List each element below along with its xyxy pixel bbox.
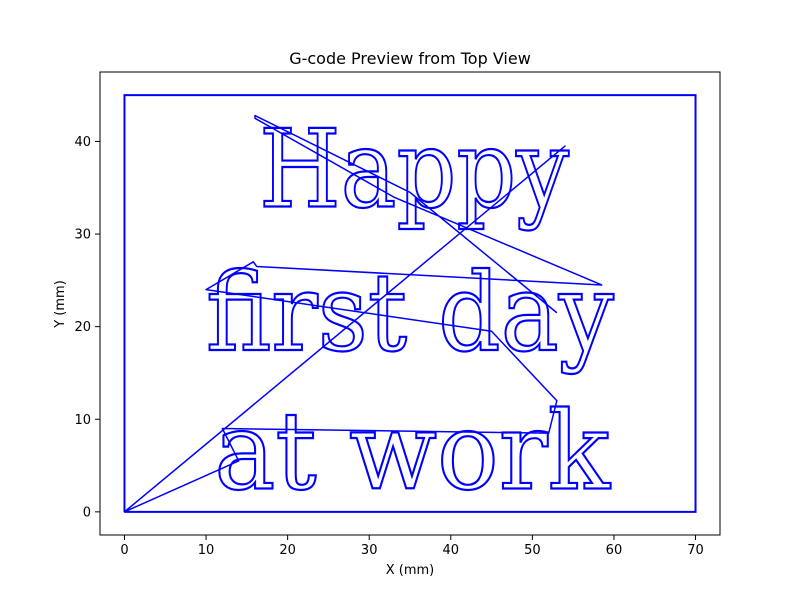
x-axis-label: X (mm) bbox=[386, 563, 435, 578]
x-tick-label: 0 bbox=[120, 543, 128, 558]
chart-title: G-code Preview from Top View bbox=[289, 49, 531, 68]
y-tick-label: 20 bbox=[74, 320, 91, 335]
x-tick-label: 20 bbox=[279, 543, 296, 558]
x-tick-label: 60 bbox=[606, 543, 623, 558]
engraved-text-line-3: at work bbox=[214, 390, 611, 515]
border-path bbox=[123, 94, 697, 513]
y-tick-label: 10 bbox=[74, 413, 91, 428]
engraved-text-line-2: first day bbox=[206, 251, 614, 376]
y-axis-label: Y (mm) bbox=[53, 280, 68, 329]
plot-area: Happy first day at work bbox=[123, 94, 697, 516]
x-tick-label: 30 bbox=[361, 543, 378, 558]
x-tick-label: 70 bbox=[687, 543, 704, 558]
y-tick-label: 0 bbox=[83, 505, 91, 520]
travel-path bbox=[123, 114, 603, 513]
y-tick-label: 30 bbox=[74, 228, 91, 243]
axes-frame bbox=[99, 71, 721, 536]
y-axis-ticks: 0 10 20 30 40 bbox=[74, 135, 100, 520]
engraved-text-line-1: Happy bbox=[259, 107, 569, 232]
x-tick-label: 50 bbox=[524, 543, 541, 558]
x-axis-ticks: 0 10 20 30 40 50 60 70 bbox=[120, 535, 704, 558]
x-tick-label: 40 bbox=[443, 543, 460, 558]
y-tick-label: 40 bbox=[74, 135, 91, 150]
x-tick-label: 10 bbox=[198, 543, 215, 558]
